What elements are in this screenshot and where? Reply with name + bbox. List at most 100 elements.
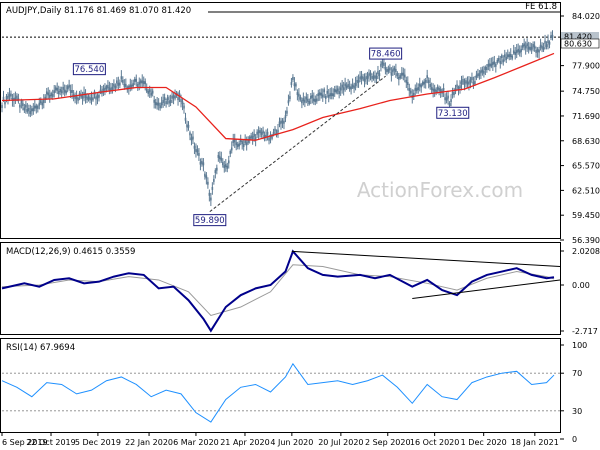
candle-body <box>520 48 522 52</box>
price-annotation-label: 76.540 <box>75 65 105 75</box>
candle-body <box>268 137 270 141</box>
fib-level-label: FE 61.8 <box>525 2 557 12</box>
candle-body <box>405 79 408 83</box>
candle-body <box>253 133 255 137</box>
candle-body <box>133 78 136 82</box>
candle-body <box>260 131 263 135</box>
x-tick-label: 5 Dec 2019 <box>75 438 121 447</box>
candle-body <box>41 102 44 106</box>
candle-body <box>489 63 491 67</box>
candle-body <box>386 69 388 73</box>
candle-body <box>447 95 449 99</box>
candle-body <box>445 97 448 101</box>
candle-body <box>111 86 114 90</box>
candle-body <box>28 108 30 111</box>
candle-body <box>265 134 267 138</box>
rsi-line <box>1 362 555 423</box>
macd-line <box>1 249 555 333</box>
candle-body <box>372 76 375 79</box>
price-y-tick-label: 77.900 <box>572 62 600 71</box>
candle-body <box>107 85 109 88</box>
candle-body <box>353 85 355 89</box>
candle-body <box>29 111 32 114</box>
candle-body <box>317 93 320 97</box>
macd-y-tick-label: 2.0208 <box>572 247 600 256</box>
candle-body <box>393 67 396 71</box>
candle-body <box>383 62 385 66</box>
candle-body <box>159 105 161 109</box>
candle-body <box>44 96 47 100</box>
candle-body <box>310 96 312 99</box>
candle-body <box>408 88 411 92</box>
candle-body <box>65 90 67 94</box>
candle-body <box>307 98 309 102</box>
candle-body <box>502 59 505 63</box>
candle-body <box>110 88 112 92</box>
candle-body <box>463 81 466 85</box>
candle-body <box>60 90 63 94</box>
candle-body <box>1 105 3 109</box>
candle-body <box>23 107 26 111</box>
candle-body <box>298 93 300 97</box>
candle-body <box>226 165 229 169</box>
candle-body <box>474 81 476 84</box>
candle-body <box>48 94 51 98</box>
candle-body <box>144 81 147 85</box>
candle-body <box>535 49 537 53</box>
candle-body <box>529 47 531 50</box>
candle-body <box>230 147 233 151</box>
candle-body <box>523 43 525 47</box>
candle-body <box>430 87 433 91</box>
candle-body <box>280 120 282 124</box>
candle-body <box>451 91 454 95</box>
price-y-tick-label: 62.510 <box>572 186 600 195</box>
candle-body <box>177 97 179 101</box>
candle-body <box>247 139 249 143</box>
price-annotation-label: 73.130 <box>438 109 468 119</box>
candle-body <box>550 35 552 38</box>
candles-group <box>1 30 554 207</box>
candle-body <box>160 102 163 106</box>
candle-body <box>311 94 314 98</box>
candle-body <box>132 83 135 87</box>
candle-body <box>442 88 445 91</box>
candle-body <box>220 157 223 161</box>
candle-body <box>350 86 352 90</box>
candle-body <box>286 110 288 114</box>
candle-body <box>59 88 61 92</box>
candle-body <box>302 98 305 102</box>
price-tag-box <box>560 38 600 49</box>
candle-body <box>375 76 378 79</box>
candle-body <box>402 72 405 76</box>
candle-body <box>222 162 224 166</box>
candle-body <box>342 87 345 91</box>
candle-body <box>547 40 549 44</box>
candle-body <box>219 156 221 160</box>
candle-body <box>490 63 493 67</box>
candle-body <box>105 86 108 90</box>
candle-body <box>86 96 88 100</box>
candle-body <box>84 95 87 99</box>
candle-body <box>333 89 336 92</box>
candle-body <box>406 82 409 85</box>
candle-body <box>417 87 420 90</box>
candle-body <box>448 103 451 107</box>
candle-body <box>122 79 124 83</box>
macd-pane-frame <box>0 242 561 335</box>
candle-body <box>409 90 412 94</box>
candle-body <box>508 54 511 58</box>
candle-body <box>151 90 154 94</box>
x-tick-label: 4 Jun 2020 <box>270 438 313 447</box>
candle-body <box>354 82 357 86</box>
candle-body <box>229 150 232 154</box>
x-tick-label: 6 Sep 2019 <box>2 438 48 447</box>
candle-body <box>465 80 467 84</box>
candle-body <box>117 82 120 86</box>
candle-body <box>98 94 100 98</box>
candle-body <box>20 100 23 104</box>
candle-body <box>31 108 33 112</box>
trend-line <box>209 75 386 213</box>
candle-body <box>384 67 387 71</box>
candle-body <box>238 143 241 147</box>
price-y-tick-label: 65.570 <box>572 162 600 171</box>
